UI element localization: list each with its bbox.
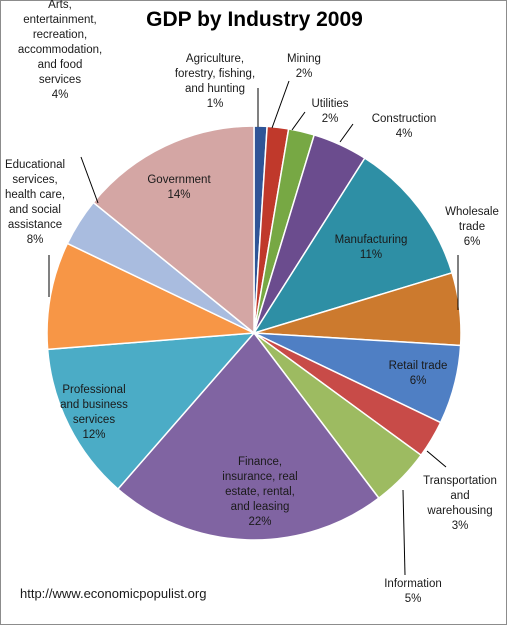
slice-label: Construction 4% [372,113,437,140]
leader-line [80,156,99,204]
slice-label: Mining 2% [287,53,321,80]
slice-label: Professional and business services 12% [60,384,128,441]
slice-labels: Agriculture, forestry, fishing, and huntin… [5,0,499,605]
source-url: http://www.economicpopulist.org [20,586,207,601]
leader-line [291,111,306,131]
leader-lines [48,80,459,576]
slice-label: Information 5% [384,578,442,605]
pie-slices [46,125,462,541]
slice-label: Government 14% [147,174,211,201]
pie-slice-professional-and-business-services [46,332,256,491]
chart-title: GDP by Industry 2009 [146,8,363,31]
slice-label: Educational services, health care, and soci… [5,159,65,246]
leader-line [271,80,290,129]
leader-line [402,489,406,576]
pie-slice-finance-insurance-real-estate-rental-and-leasing [116,331,380,541]
pie-slice-educational-services-health-care-and-social-assistance [46,242,257,351]
slice-label: Arts, entertainment, recreation, accommodat… [18,0,102,101]
slice-label: Transportation and warehousing 3% [423,475,497,532]
slice-label: Retail trade 6% [389,360,448,387]
pie-slice-manufacturing [252,157,453,335]
slice-label: Manufacturing 11% [335,234,408,261]
slice-label: Wholesale trade 6% [445,206,499,248]
slice-label: Finance, insurance, real estate, rental, an… [222,456,297,528]
leader-line [339,123,354,143]
leader-line [426,450,447,468]
pie-slice-government [92,125,255,335]
slice-label: Utilities 2% [311,98,348,125]
slice-label: Agriculture, forestry, fishing, and huntin… [175,53,255,110]
